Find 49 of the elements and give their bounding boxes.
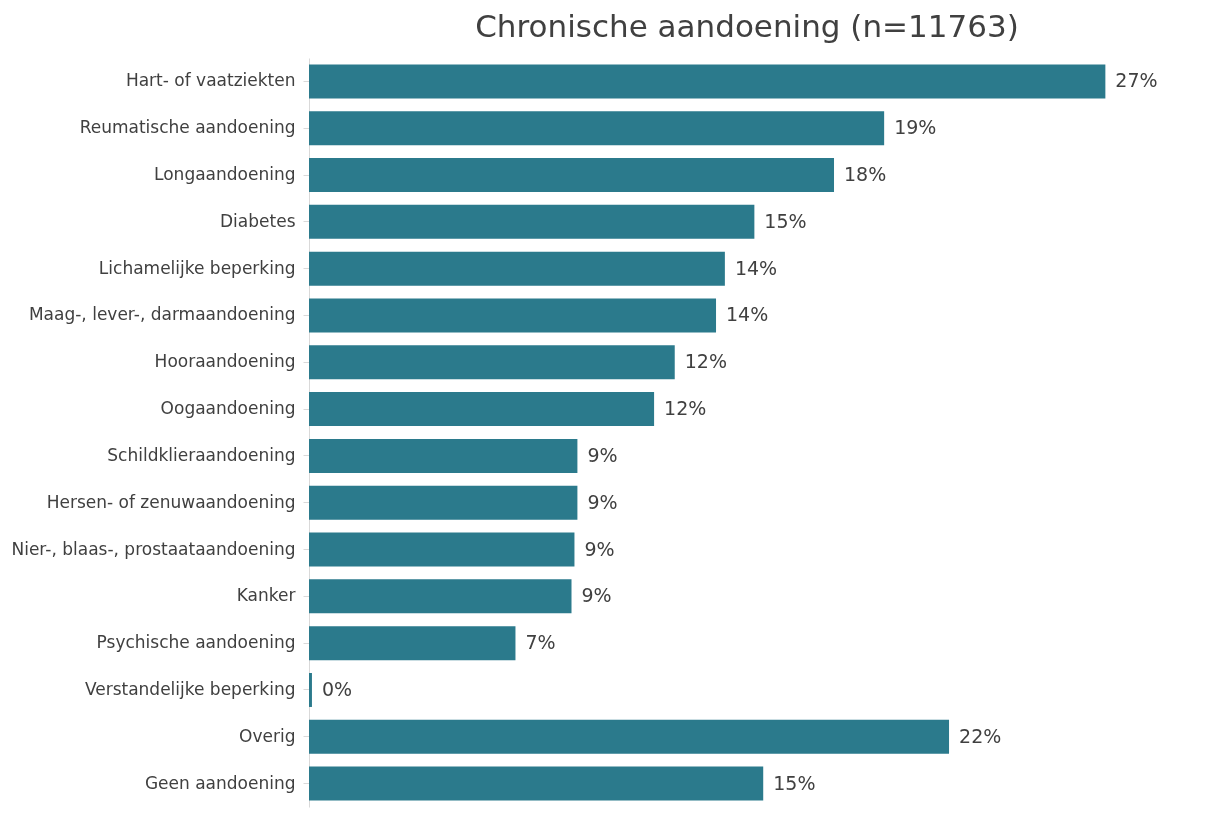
chart-title: Chronische aandoening (n=11763) xyxy=(475,8,1019,44)
data-label: 9% xyxy=(584,537,615,560)
bar xyxy=(309,719,950,754)
y-tick-label: Hersen- of zenuwaandoening xyxy=(46,491,296,512)
bar xyxy=(309,298,717,333)
bar xyxy=(309,766,764,801)
y-tick-label: Schildklieraandoening xyxy=(107,444,296,465)
y-tick-label: Overig xyxy=(239,725,296,746)
y-tick-label: Longaandoening xyxy=(154,164,296,185)
data-label: 7% xyxy=(525,631,556,654)
y-tick-label: Kanker xyxy=(236,585,296,606)
data-label: 9% xyxy=(587,490,618,513)
bar xyxy=(309,438,578,473)
data-label: 18% xyxy=(844,163,887,186)
bar xyxy=(309,485,578,520)
bar xyxy=(309,672,312,707)
bar xyxy=(309,345,675,380)
y-tick-label: Reumatische aandoening xyxy=(79,117,296,138)
data-label: 14% xyxy=(726,303,769,326)
y-tick-label: Maag-, lever-, darmaandoening xyxy=(28,304,296,325)
data-label: 22% xyxy=(959,724,1002,747)
data-label: 9% xyxy=(581,584,612,607)
bar xyxy=(309,204,755,239)
data-label: 15% xyxy=(773,771,816,794)
y-tick-label: Hart- of vaatziekten xyxy=(125,70,296,91)
bar xyxy=(309,251,725,286)
data-label: 9% xyxy=(587,443,618,466)
y-tick-label: Nier-, blaas-, prostaataandoening xyxy=(11,538,296,559)
bar xyxy=(309,111,885,146)
y-tick-label: Psychische aandoening xyxy=(96,632,296,653)
bar xyxy=(309,392,655,427)
data-label: 12% xyxy=(664,397,707,420)
y-tick-label: Verstandelijke beperking xyxy=(84,678,296,699)
data-label: 27% xyxy=(1115,69,1158,92)
y-tick-label: Lichamelijke beperking xyxy=(98,257,296,278)
y-tick-label: Geen aandoening xyxy=(144,772,296,793)
y-tick-label: Hooraandoening xyxy=(154,351,296,372)
data-label: 12% xyxy=(684,350,727,373)
data-label: 15% xyxy=(764,209,807,232)
data-label: 19% xyxy=(894,116,937,139)
y-tick-label: Oogaandoening xyxy=(160,398,296,419)
bar xyxy=(309,158,835,193)
data-label: 14% xyxy=(734,256,778,279)
data-label: 0% xyxy=(321,677,353,700)
bar xyxy=(309,579,572,614)
y-tick-label: Diabetes xyxy=(220,210,296,231)
bar xyxy=(309,532,575,567)
bar xyxy=(309,64,1106,99)
bar xyxy=(309,626,516,661)
